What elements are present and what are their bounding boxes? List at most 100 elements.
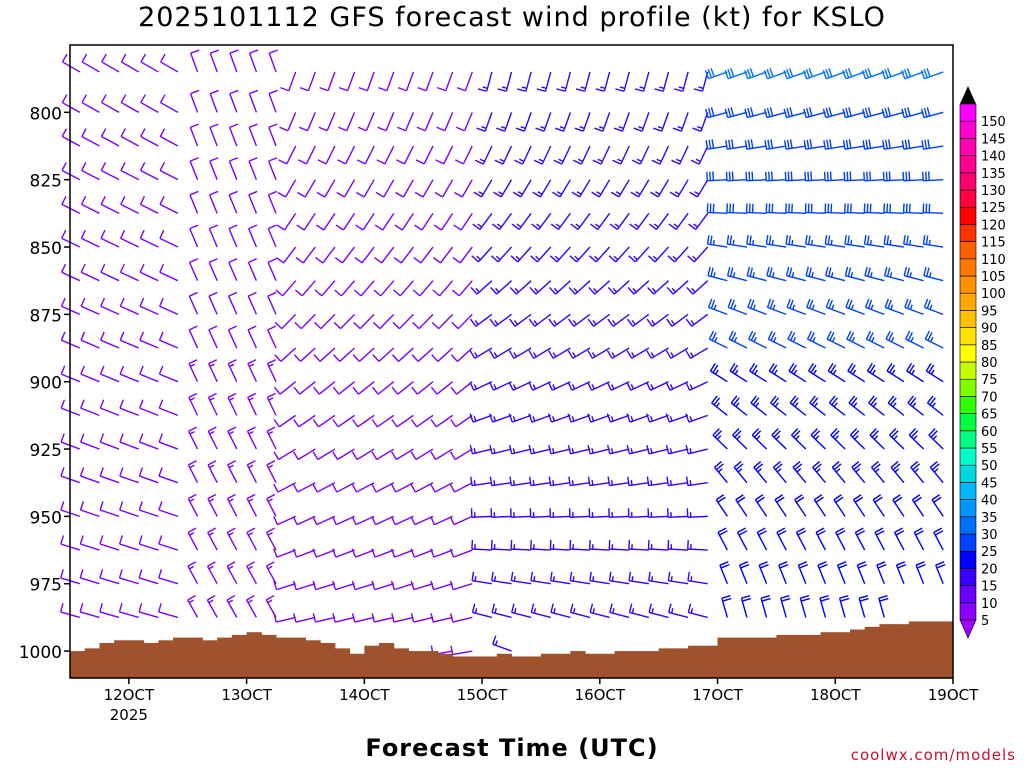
barb-flag-half xyxy=(659,86,665,90)
barb-staff xyxy=(158,509,179,518)
wind-barb xyxy=(396,145,415,165)
barb-flag-full xyxy=(229,157,239,162)
barb-flag-full xyxy=(80,331,86,341)
wind-barb xyxy=(567,381,591,391)
barb-flag-full xyxy=(770,139,774,149)
colorbar-label: 100 xyxy=(981,287,1006,302)
wind-barb xyxy=(273,613,296,623)
terrain-step xyxy=(467,656,483,678)
barb-flag-full xyxy=(510,571,514,581)
barb-flag-half xyxy=(571,480,574,486)
colorbar-swatch xyxy=(959,172,977,191)
barb-flag-full xyxy=(814,463,822,471)
x-tick-label: 13OCT xyxy=(221,686,272,704)
barb-flag-half xyxy=(894,468,900,473)
barb-staff xyxy=(362,212,375,231)
barb-staff xyxy=(654,246,669,263)
wind-barb xyxy=(315,212,336,231)
barb-flag-full xyxy=(665,413,670,423)
barb-flag-half xyxy=(580,86,586,90)
wind-barb xyxy=(573,145,591,165)
wind-barb xyxy=(456,71,473,92)
barb-flag-full xyxy=(849,364,856,373)
wind-barb xyxy=(355,212,375,231)
barb-flag-full xyxy=(717,496,726,503)
colorbar-swatch xyxy=(959,155,977,174)
wind-barb xyxy=(654,71,670,92)
barb-flag-full xyxy=(628,571,632,581)
barb-flag-full xyxy=(882,140,885,150)
barb-flag-half xyxy=(652,255,658,261)
speed-colorbar: 5101520253035404550556065707580859095100… xyxy=(959,86,1006,639)
wind-barb xyxy=(667,571,689,585)
wind-barb xyxy=(606,413,630,423)
barb-staff xyxy=(610,381,630,391)
barb-flag-full xyxy=(766,69,771,78)
barb-flag-full xyxy=(390,548,396,558)
barb-flag-full xyxy=(79,603,84,613)
wind-barb xyxy=(316,179,336,198)
barb-flag-full xyxy=(781,597,791,602)
barb-flag-full xyxy=(410,451,417,460)
barb-staff xyxy=(267,194,277,214)
barb-flag-full xyxy=(471,603,476,613)
barb-staff xyxy=(100,305,120,316)
colorbar-label: 150 xyxy=(981,115,1006,130)
barb-flag-half xyxy=(477,223,483,228)
barb-flag-full xyxy=(727,107,732,117)
barb-staff xyxy=(443,145,454,165)
barb-flag-full xyxy=(927,332,933,341)
barb-flag-half xyxy=(833,402,838,408)
barb-staff xyxy=(100,339,120,349)
wind-barb xyxy=(685,347,709,359)
barb-flag-full xyxy=(847,363,854,372)
barb-flag-full xyxy=(60,433,65,443)
barb-flag-full xyxy=(904,298,909,308)
wind-barb xyxy=(120,128,140,147)
wind-barb xyxy=(928,428,944,450)
barb-staff xyxy=(342,212,356,231)
barb-staff xyxy=(100,441,120,450)
barb-flag-half xyxy=(575,223,581,228)
barb-flag-half xyxy=(674,191,680,195)
wind-barb xyxy=(751,428,768,450)
barb-flag-full xyxy=(267,392,276,399)
barb-flag-half xyxy=(512,480,515,486)
terrain-step xyxy=(128,640,145,678)
credit-link[interactable]: coolwx.com/models xyxy=(850,746,1016,764)
barb-flag-full xyxy=(906,363,913,372)
barb-flag-full xyxy=(685,350,692,359)
wind-barb xyxy=(508,347,532,359)
barb-flag-full xyxy=(588,286,596,295)
barb-flag-full xyxy=(120,196,126,205)
barb-flag-full xyxy=(587,476,591,486)
wind-barb xyxy=(450,381,473,395)
barb-staff xyxy=(404,112,415,132)
barb-flag-full xyxy=(209,190,219,196)
barb-flag-full xyxy=(648,571,651,581)
barb-staff xyxy=(416,414,434,428)
barb-flag-half xyxy=(931,402,936,408)
barb-flag-full xyxy=(786,107,791,117)
barb-staff xyxy=(785,178,806,182)
barb-flag-full xyxy=(451,289,460,297)
terrain-step xyxy=(143,642,159,678)
wind-barb xyxy=(707,266,728,282)
wind-barb xyxy=(923,298,944,316)
barb-staff xyxy=(187,599,199,618)
wind-barb xyxy=(783,107,807,119)
barb-staff xyxy=(206,565,218,585)
wind-barb xyxy=(332,414,355,428)
barb-flag-full xyxy=(714,430,722,438)
barb-flag-half xyxy=(521,86,527,90)
barb-flag-full xyxy=(874,527,884,533)
wind-barb xyxy=(490,246,513,263)
barb-flag-half xyxy=(532,480,535,486)
barb-flag-half xyxy=(617,158,623,163)
barb-flag-full xyxy=(645,381,652,391)
wind-barb xyxy=(924,330,944,349)
barb-flag-full xyxy=(783,70,788,80)
barb-staff xyxy=(417,347,434,362)
barb-staff xyxy=(266,363,277,383)
barb-staff xyxy=(517,246,532,263)
